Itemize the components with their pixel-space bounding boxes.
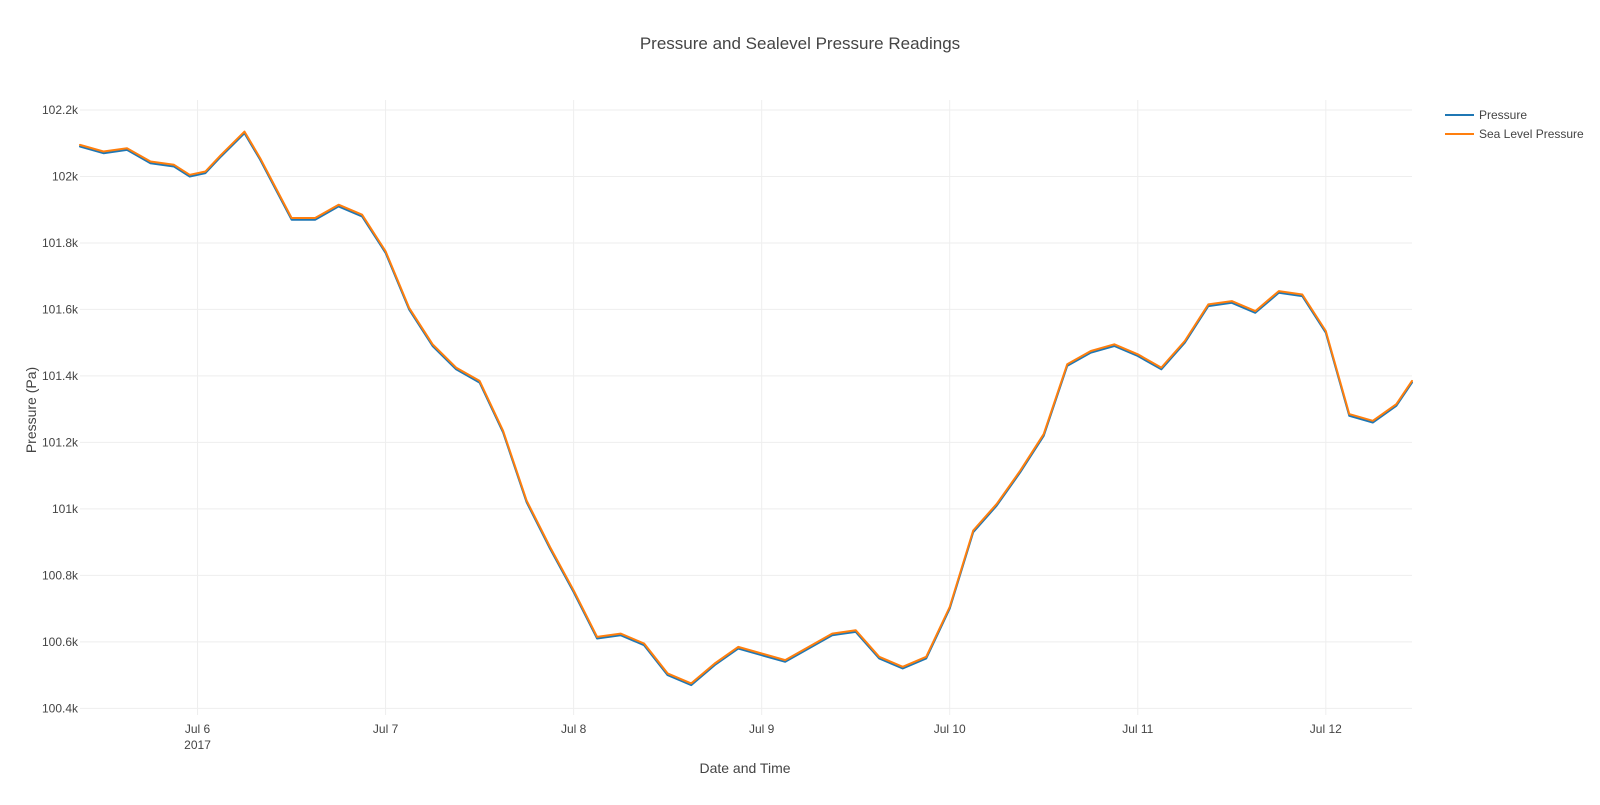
x-tick-label: Jul 12 xyxy=(1310,722,1342,736)
y-axis-ticks: 100.4k 100.6k 100.8k 101k 101.2k 101.4k 101.6k… xyxy=(42,103,79,715)
series-line-sea-level-pressure xyxy=(79,130,1413,685)
legend: Pressure Sea Level Pressure xyxy=(1445,108,1584,141)
x-tick-label: Jul 7 xyxy=(373,722,399,736)
y-tick-label: 102k xyxy=(52,169,79,183)
x-axis-title: Date and Time xyxy=(699,760,790,776)
legend-item[interactable]: Pressure xyxy=(1445,108,1527,122)
y-axis-title: Pressure (Pa) xyxy=(23,367,39,453)
gridlines xyxy=(80,100,1412,715)
y-tick-label: 101.6k xyxy=(42,302,79,316)
x-tick-label: Jul 6 xyxy=(185,722,211,736)
legend-label: Pressure xyxy=(1479,108,1527,122)
legend-label: Sea Level Pressure xyxy=(1479,127,1584,141)
x-tick-label: Jul 8 xyxy=(561,722,587,736)
series-line-pressure xyxy=(79,132,1413,687)
y-tick-label: 101.4k xyxy=(42,369,79,383)
y-tick-label: 101.2k xyxy=(42,435,79,449)
series-lines xyxy=(79,130,1413,687)
legend-item[interactable]: Sea Level Pressure xyxy=(1445,127,1584,141)
y-tick-label: 100.4k xyxy=(42,701,79,715)
y-tick-label: 102.2k xyxy=(42,103,79,117)
chart-title: Pressure and Sealevel Pressure Readings xyxy=(640,34,960,53)
y-tick-label: 101k xyxy=(52,502,79,516)
y-tick-label: 101.8k xyxy=(42,236,79,250)
x-tick-label: Jul 9 xyxy=(749,722,775,736)
y-tick-label: 100.8k xyxy=(42,568,79,582)
x-tick-year-label: 2017 xyxy=(184,738,211,752)
x-tick-label: Jul 11 xyxy=(1122,722,1153,736)
y-tick-label: 100.6k xyxy=(42,635,79,649)
x-tick-label: Jul 10 xyxy=(934,722,966,736)
x-axis-ticks: Jul 6 2017 Jul 7 Jul 8 Jul 9 Jul 10 Jul 11 Jul … xyxy=(184,722,1342,752)
